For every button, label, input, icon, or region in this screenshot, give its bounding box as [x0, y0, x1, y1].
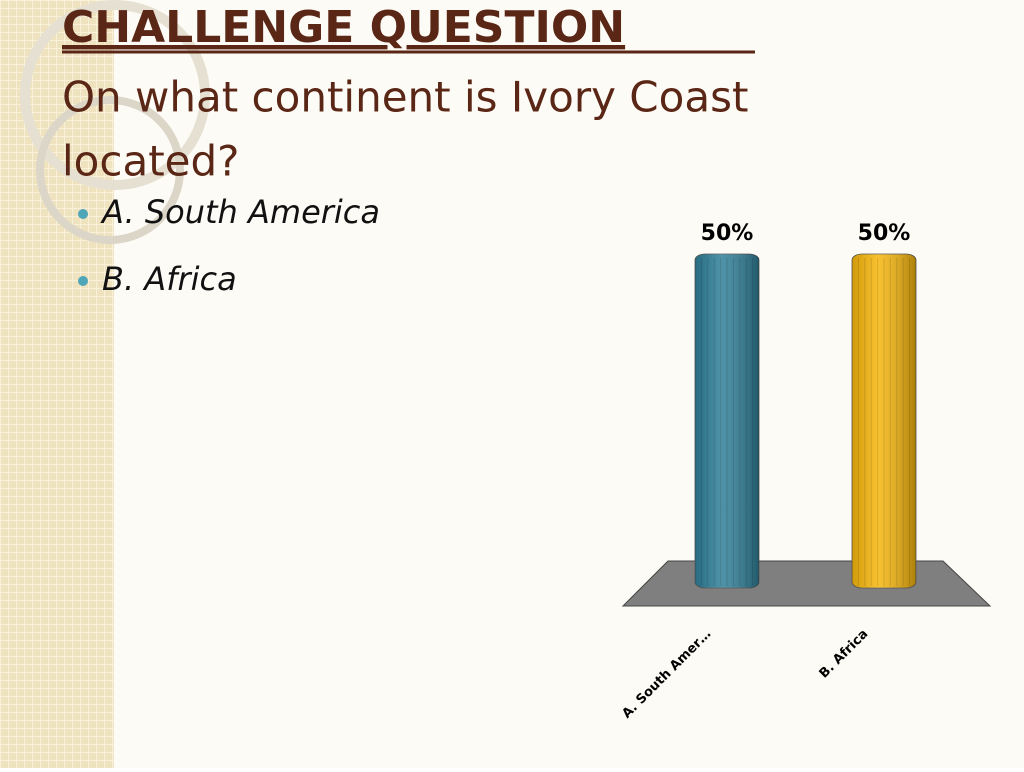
chart-floor	[621, 560, 992, 607]
question-line: located?	[62, 137, 239, 186]
question-line: On what continent is Ivory Coast	[62, 73, 748, 122]
bullet: B. Africa	[102, 260, 237, 298]
decor-ring	[20, 0, 210, 190]
bullet: A. South America	[100, 193, 380, 231]
title: CHALLENGE QUESTION	[62, 2, 625, 53]
decor-ring	[36, 96, 184, 244]
data-label: 50%	[701, 221, 754, 246]
bullet-dot	[78, 209, 88, 219]
bullet-dot	[78, 276, 88, 286]
bar-shade	[695, 254, 759, 588]
data-label: 50%	[858, 221, 911, 246]
bar-shade	[852, 254, 916, 588]
